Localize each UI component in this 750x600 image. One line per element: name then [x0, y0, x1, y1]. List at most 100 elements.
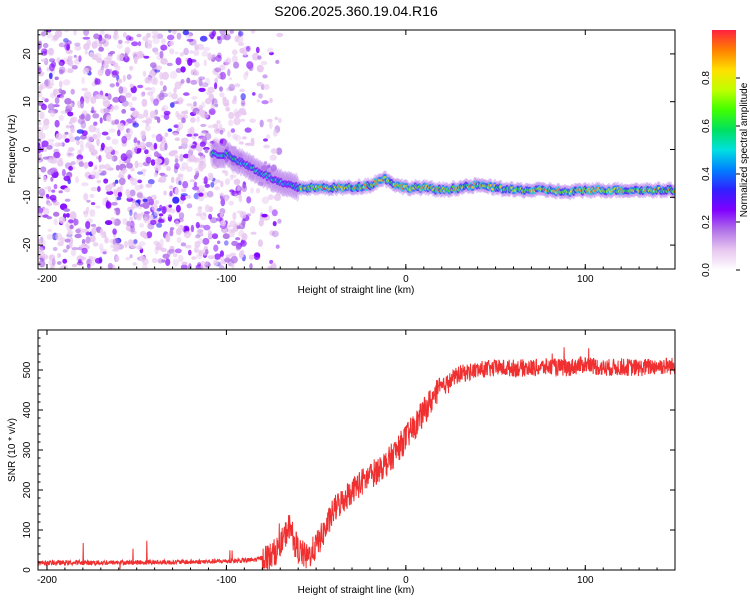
- noise-cell: [230, 128, 236, 133]
- noise-cell: [236, 190, 242, 195]
- noise-cell: [142, 171, 146, 177]
- noise-cell: [196, 116, 200, 123]
- noise-cell: [168, 91, 173, 98]
- noise-cell: [151, 203, 158, 211]
- noise-cell: [194, 61, 200, 68]
- noise-cell: [57, 142, 63, 147]
- noise-cell: [58, 80, 63, 88]
- noise-cell: [42, 254, 49, 260]
- noise-cell: [88, 256, 93, 260]
- noise-cell: [82, 67, 90, 75]
- noise-cell: [205, 249, 209, 255]
- noise-cell: [58, 157, 63, 161]
- noise-cell: [58, 62, 64, 66]
- noise-cell: [203, 191, 209, 198]
- noise-cell: [263, 161, 267, 165]
- noise-cell: [186, 77, 191, 84]
- noise-cell: [67, 111, 74, 117]
- noise-cell: [174, 220, 180, 227]
- noise-cell: [70, 127, 75, 134]
- noise-cell: [106, 53, 113, 61]
- noise-cell: [175, 57, 182, 66]
- noise-cell: [94, 164, 98, 170]
- noise-cell: [189, 179, 196, 183]
- noise-cell: [209, 217, 218, 224]
- noise-cell: [178, 146, 183, 150]
- noise-cell: [263, 144, 271, 149]
- noise-cell: [174, 137, 180, 141]
- noise-cell: [95, 205, 101, 209]
- noise-cell: [228, 119, 234, 127]
- noise-cell: [278, 117, 282, 124]
- noise-cell: [102, 63, 109, 69]
- noise-cell: [153, 165, 162, 171]
- noise-cell: [249, 118, 256, 123]
- noise-cell: [164, 132, 169, 138]
- noise-cell: [81, 243, 85, 249]
- noise-cell: [38, 173, 41, 178]
- noise-cell: [149, 110, 156, 119]
- noise-cell: [182, 30, 190, 36]
- noise-cell: [217, 240, 221, 245]
- noise-cell: [184, 109, 188, 115]
- noise-cell: [243, 72, 248, 81]
- noise-cell: [53, 151, 61, 159]
- noise-cell: [107, 262, 113, 269]
- noise-cell: [75, 55, 79, 62]
- noise-cell: [246, 213, 251, 217]
- noise-cell: [109, 50, 116, 55]
- noise-cell: [246, 196, 252, 204]
- noise-cell: [207, 142, 213, 147]
- noise-cell: [46, 234, 54, 240]
- noise-cell: [145, 183, 153, 188]
- noise-cell: [156, 223, 163, 228]
- noise-cell: [186, 133, 193, 137]
- noise-cell: [211, 233, 219, 240]
- noise-cell: [226, 130, 232, 138]
- noise-cell: [129, 65, 134, 71]
- noise-cell: [214, 82, 218, 90]
- noise-cell: [268, 205, 273, 213]
- noise-cell: [219, 250, 224, 258]
- noise-cell: [234, 111, 240, 119]
- noise-cell: [136, 50, 144, 59]
- noise-cell: [181, 188, 187, 193]
- snr-panel: -200 -100 0 100 0 100 200 300 400 500 Height of …: [7, 329, 676, 596]
- noise-cell: [219, 86, 223, 92]
- x-tick-label: 0: [403, 575, 409, 586]
- noise-cell: [219, 92, 225, 98]
- noise-cell: [81, 87, 88, 92]
- noise-cell: [197, 194, 205, 202]
- noise-cell: [150, 97, 155, 104]
- noise-cell: [59, 265, 66, 269]
- noise-cell: [212, 123, 219, 128]
- noise-cell: [107, 60, 116, 65]
- noise-cell: [151, 133, 157, 138]
- noise-cell: [166, 62, 173, 67]
- noise-cell: [231, 263, 235, 269]
- noise-cell: [71, 263, 78, 268]
- y-tick-label: 0: [22, 146, 33, 152]
- noise-cell: [83, 161, 89, 169]
- noise-cell: [152, 37, 160, 45]
- noise-cell: [69, 212, 77, 220]
- noise-cell: [236, 179, 241, 184]
- noise-cell: [143, 55, 150, 59]
- noise-cell: [70, 161, 76, 166]
- noise-cell: [112, 228, 117, 235]
- noise-cell: [193, 174, 198, 180]
- noise-cell: [244, 127, 252, 133]
- noise-cell: [257, 55, 262, 60]
- noise-cell: [146, 39, 153, 47]
- colorbar-gradient: [712, 30, 736, 270]
- noise-cell: [242, 49, 248, 56]
- noise-cell: [258, 219, 264, 227]
- noise-cell: [98, 168, 102, 173]
- noise-cell: [271, 209, 278, 217]
- noise-cell: [96, 131, 102, 139]
- noise-cell: [250, 30, 256, 34]
- noise-cell: [50, 109, 56, 117]
- noise-cell: [228, 200, 235, 206]
- noise-cell: [220, 198, 226, 207]
- noise-cell: [38, 40, 42, 49]
